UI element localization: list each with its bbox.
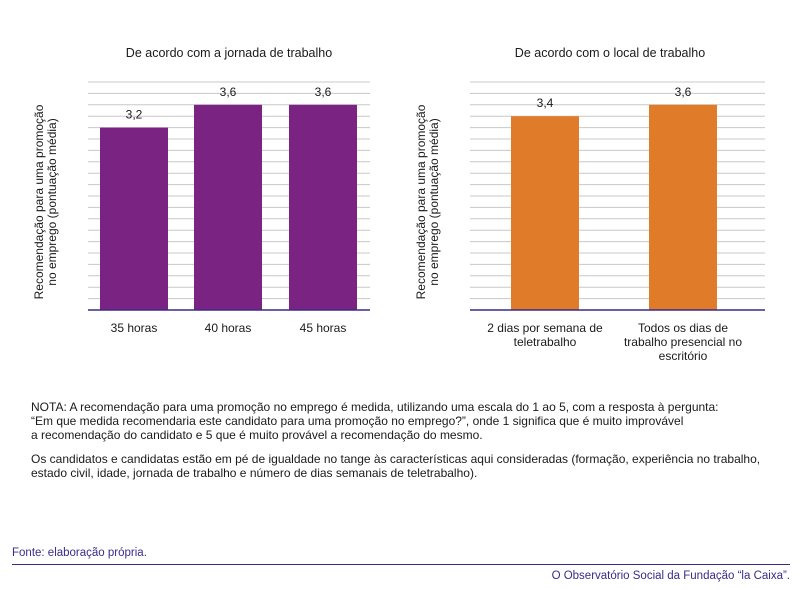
chart-title: De acordo com a jornada de trabalho	[126, 46, 332, 60]
x-tick-label: Todos os dias de trabalho presencial no es…	[624, 321, 742, 363]
note-line-1: NOTA: A recomendação para uma promoção n…	[31, 400, 719, 414]
y-axis-title: Recomendação para uma promoçãono emprego…	[414, 104, 441, 299]
chart-note: NOTA: A recomendação para uma promoção n…	[31, 400, 771, 490]
x-tick-label: 35 horas	[111, 321, 158, 335]
bar	[194, 104, 262, 310]
note-line-2: “Em que medida recomendaria este candida…	[31, 414, 684, 428]
y-axis-title: Recomendação para uma promoçãono emprego…	[32, 104, 59, 299]
x-tick-label: 40 horas	[205, 321, 252, 335]
data-label: 3,2	[126, 108, 143, 122]
footer-divider	[12, 564, 790, 565]
note-line-3: a recomendação do candidato e 5 que é mu…	[31, 428, 483, 442]
bar	[649, 104, 717, 310]
data-label: 3,6	[675, 85, 692, 99]
data-label: 3,4	[537, 96, 554, 110]
bar	[100, 127, 168, 310]
x-tick-label: 45 horas	[300, 321, 347, 335]
x-tick-label: 2 dias por semana de teletrabalho	[487, 321, 603, 349]
chart-title: De acordo com o local de trabalho	[515, 46, 705, 60]
bar	[511, 116, 579, 310]
bar	[289, 104, 357, 310]
note-paragraph-2: Os candidatos e candidatas estão em pé d…	[31, 452, 761, 480]
bar-charts-figure: De acordo com a jornada de trabalho Recom…	[32, 46, 765, 363]
source-text: Fonte: elaboração própria.	[12, 547, 147, 559]
footer-credit: O Observatório Social da Fundação “la Ca…	[551, 570, 790, 582]
data-label: 3,6	[220, 85, 237, 99]
data-label: 3,6	[315, 85, 332, 99]
